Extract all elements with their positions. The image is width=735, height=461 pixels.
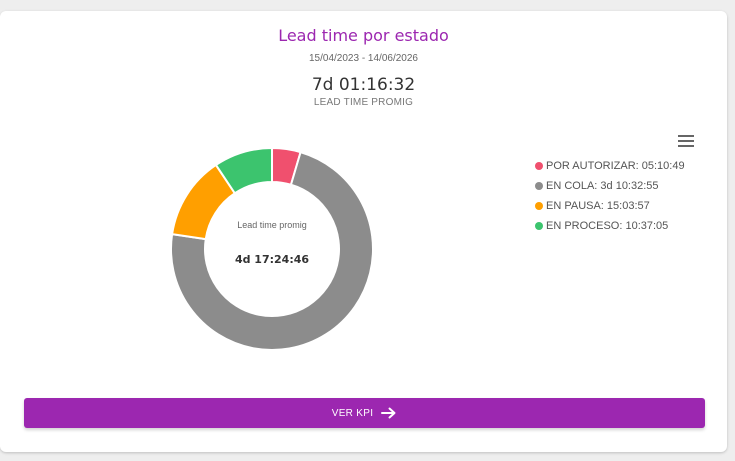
donut-center-value: 4d 17:24:46 [234,253,310,266]
legend-dot [535,162,543,170]
kpi-value: 7d 01:16:32 [311,75,416,95]
legend-item-label: EN COLA: 3d 10:32:55 [546,180,659,192]
donut-center-label: Lead time promig [237,220,307,230]
legend-item-en-proceso[interactable]: EN PROCESO: 10:37:05 [535,216,685,236]
legend-item-en-cola[interactable]: EN COLA: 3d 10:32:55 [535,176,685,196]
donut-chart [170,146,374,351]
legend-item-label: EN PROCESO: 10:37:05 [546,220,669,232]
arrow-right-icon [381,407,397,419]
chart-title: Lead time por estado [278,26,449,45]
date-range: 15/04/2023 - 14/06/2026 [309,53,418,64]
legend-dot [535,202,543,210]
hamburger-menu-icon[interactable] [678,135,694,147]
legend-item-label: EN PAUSA: 15:03:57 [546,200,650,212]
ver-kpi-button-label: VER KPI [331,407,374,419]
donut-slice-en-cola[interactable] [170,150,374,351]
legend-dot [535,182,543,190]
legend-dot [535,222,543,230]
kpi-label: LEAD TIME PROMIG [313,97,414,108]
legend-item-en-pausa[interactable]: EN PAUSA: 15:03:57 [535,196,685,216]
legend-item-label: POR AUTORIZAR: 05:10:49 [546,160,685,172]
ver-kpi-button[interactable]: VER KPI [24,398,705,428]
chart-legend: POR AUTORIZAR: 05:10:49 EN COLA: 3d 10:3… [535,156,685,236]
donut-slice-en-proceso[interactable] [214,146,273,195]
legend-item-por-autorizar[interactable]: POR AUTORIZAR: 05:10:49 [535,156,685,176]
